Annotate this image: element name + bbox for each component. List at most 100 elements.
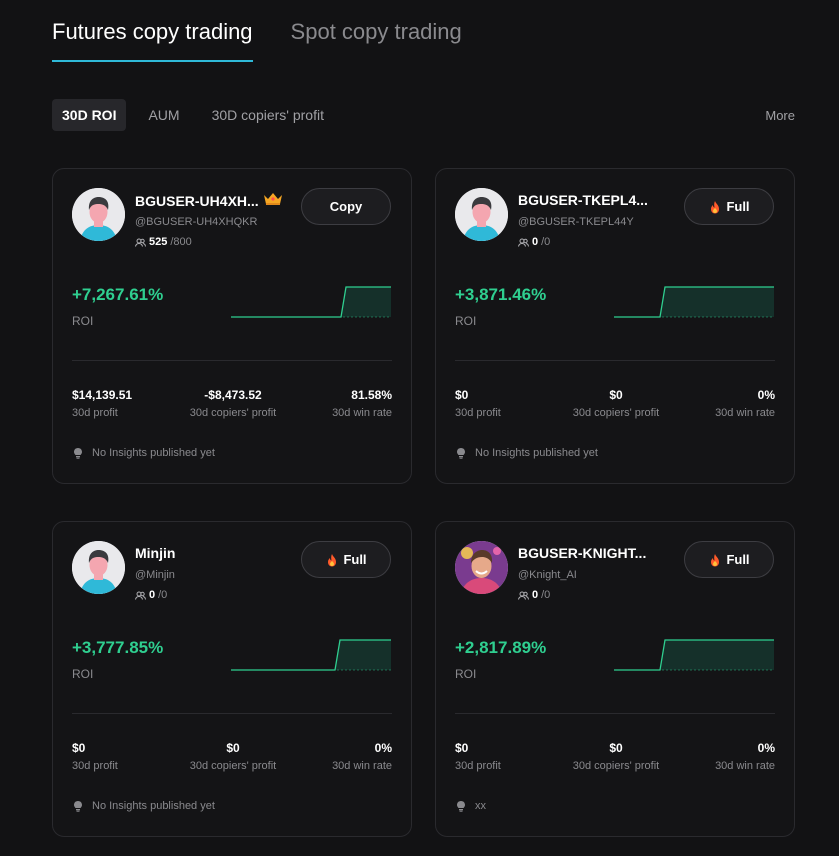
stat-label: 30d copiers' profit xyxy=(572,407,660,419)
avatar[interactable] xyxy=(72,541,125,594)
avatar[interactable] xyxy=(455,188,508,241)
stat-30d-copiers-profit: $0 30d copiers' profit xyxy=(173,740,293,774)
sort-filters: 30D ROI AUM 30D copiers' profit More xyxy=(52,99,795,131)
copiers-current: 0 xyxy=(149,589,156,601)
users-icon xyxy=(518,591,529,600)
stat-label: 30d win rate xyxy=(332,760,392,772)
stat-value: 0% xyxy=(374,741,392,755)
stat-value: $0 xyxy=(72,741,86,755)
trader-name-row[interactable]: BGUSER-TKEPL4... xyxy=(518,192,648,208)
copiers-count: 0/0 xyxy=(518,236,550,248)
stat-30d-profit: $0 30d profit xyxy=(455,387,501,421)
insight-row[interactable]: xx xyxy=(455,800,486,812)
stat-value: 0% xyxy=(757,388,775,402)
stat-30d-win-rate: 0% 30d win rate xyxy=(715,387,775,421)
stat-value: $0 xyxy=(455,741,469,755)
insight-row[interactable]: No Insights published yet xyxy=(72,447,215,459)
full-button[interactable]: Full xyxy=(684,541,774,578)
trader-name-row[interactable]: BGUSER-UH4XH... xyxy=(135,192,283,209)
trader-handle: @BGUSER-UH4XHQKR xyxy=(135,216,258,228)
copiers-current: 525 xyxy=(149,236,168,248)
trader-card[interactable]: BGUSER-KNIGHT... @Knight_AI 0/0 Full +2,… xyxy=(435,521,795,837)
roi-label: ROI xyxy=(72,667,94,681)
copiers-max: /0 xyxy=(158,589,168,601)
button-label: Full xyxy=(343,552,367,567)
button-label: Full xyxy=(726,199,750,214)
copiers-max: /0 xyxy=(541,589,551,601)
insight-row[interactable]: No Insights published yet xyxy=(455,447,598,459)
trader-name: Minjin xyxy=(135,545,176,561)
copiers-count: 0/0 xyxy=(518,589,550,601)
crown-icon xyxy=(263,192,283,209)
lightbulb-icon xyxy=(455,447,467,459)
stat-30d-copiers-profit: $0 30d copiers' profit xyxy=(556,387,676,421)
trader-handle: @BGUSER-TKEPL44Y xyxy=(518,216,634,228)
filter-30d-roi[interactable]: 30D ROI xyxy=(52,99,127,131)
copy-button[interactable]: Copy xyxy=(301,188,391,225)
sparkline-line xyxy=(231,639,391,671)
stat-30d-win-rate: 0% 30d win rate xyxy=(332,740,392,774)
filter-30d-copiers-profit[interactable]: 30D copiers' profit xyxy=(211,107,324,123)
fire-icon xyxy=(708,200,722,214)
stat-value: $14,139.51 xyxy=(72,388,133,402)
divider xyxy=(72,360,392,361)
trader-name: BGUSER-UH4XH... xyxy=(135,192,259,209)
stat-value: 0% xyxy=(757,741,775,755)
stat-label: 30d win rate xyxy=(715,407,775,419)
trader-name: BGUSER-KNIGHT... xyxy=(518,545,647,561)
filter-aum[interactable]: AUM xyxy=(148,107,180,123)
sparkline-area xyxy=(231,640,391,670)
stat-label: 30d copiers' profit xyxy=(189,760,277,772)
insight-text: No Insights published yet xyxy=(92,447,215,459)
roi-sparkline xyxy=(231,639,391,671)
copiers-max: /0 xyxy=(541,236,551,248)
roi-value: +7,267.61% xyxy=(72,285,164,304)
roi-value: +3,777.85% xyxy=(72,638,164,657)
stat-value: $0 xyxy=(609,388,623,402)
insight-text: No Insights published yet xyxy=(92,800,215,812)
tab-spot-copy-trading[interactable]: Spot copy trading xyxy=(290,19,462,44)
tab-futures-copy-trading[interactable]: Futures copy trading xyxy=(52,16,253,62)
sparkline-area xyxy=(614,640,774,670)
trader-card[interactable]: Minjin @Minjin 0/0 Full +3,777.85% ROI $… xyxy=(52,521,412,837)
stat-label: 30d win rate xyxy=(332,407,392,419)
stat-label: 30d copiers' profit xyxy=(572,760,660,772)
sparkline-area xyxy=(231,287,391,317)
insight-text: xx xyxy=(475,800,486,812)
more-link[interactable]: More xyxy=(765,107,795,123)
copiers-count: 525/800 xyxy=(135,236,192,248)
full-button[interactable]: Full xyxy=(684,188,774,225)
copiers-current: 0 xyxy=(532,589,539,601)
avatar[interactable] xyxy=(72,188,125,241)
trader-name: BGUSER-TKEPL4... xyxy=(518,192,648,208)
users-icon xyxy=(518,238,529,247)
trader-card[interactable]: BGUSER-UH4XH... @BGUSER-UH4XHQKR 525/800… xyxy=(52,168,412,484)
stat-value: 81.58% xyxy=(351,388,392,402)
lightbulb-icon xyxy=(72,447,84,459)
insight-row[interactable]: No Insights published yet xyxy=(72,800,215,812)
avatar[interactable] xyxy=(455,541,508,594)
trader-card[interactable]: BGUSER-TKEPL4... @BGUSER-TKEPL44Y 0/0 Fu… xyxy=(435,168,795,484)
divider xyxy=(455,713,775,714)
copiers-count: 0/0 xyxy=(135,589,167,601)
users-icon xyxy=(135,591,146,600)
stat-30d-profit: $0 30d profit xyxy=(455,740,501,774)
roi-sparkline xyxy=(614,286,774,318)
lightbulb-icon xyxy=(72,800,84,812)
stat-label: 30d profit xyxy=(455,760,501,772)
stat-30d-profit: $14,139.51 30d profit xyxy=(72,387,132,421)
sparkline-area xyxy=(614,287,774,317)
roi-value: +3,871.46% xyxy=(455,285,547,304)
stat-value: $0 xyxy=(226,741,240,755)
trader-name-row[interactable]: BGUSER-KNIGHT... xyxy=(518,545,646,561)
insight-text: No Insights published yet xyxy=(475,447,598,459)
roi-label: ROI xyxy=(455,314,477,328)
stat-value: $0 xyxy=(455,388,469,402)
stat-30d-copiers-profit: -$8,473.52 30d copiers' profit xyxy=(173,387,293,421)
copiers-current: 0 xyxy=(532,236,539,248)
full-button[interactable]: Full xyxy=(301,541,391,578)
trader-name-row[interactable]: Minjin xyxy=(135,545,175,561)
sparkline-line xyxy=(614,639,774,671)
roi-sparkline xyxy=(231,286,391,318)
sparkline-line xyxy=(231,286,391,318)
